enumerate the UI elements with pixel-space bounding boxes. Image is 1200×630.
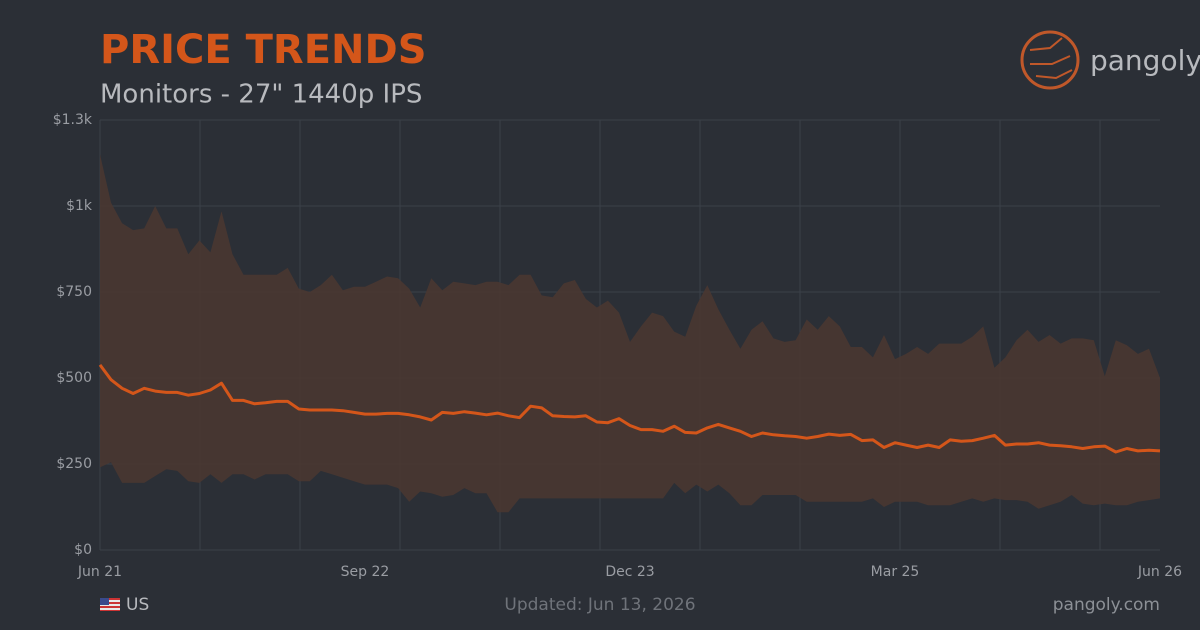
- y-tick-label: $1.3k: [53, 112, 93, 128]
- x-tick-label: Dec 23: [605, 564, 654, 580]
- updated-date: Updated: Jun 13, 2026: [504, 595, 695, 615]
- y-tick-label: $750: [56, 284, 92, 300]
- price-line: [98, 364, 1161, 454]
- x-tick-label: Sep 22: [341, 564, 390, 580]
- y-tick-label: $1k: [66, 198, 93, 214]
- plot: $0 $250 $500 $750 $1k $1.3k Jun 21 Sep 22 Dec 23…: [53, 112, 1182, 580]
- chart-subtitle: Monitors - 27" 1440p IPS: [100, 80, 422, 110]
- site-url: pangoly.com: [1053, 595, 1160, 615]
- flag-icon: [100, 598, 120, 611]
- y-tick-label: $250: [56, 456, 92, 472]
- x-tick-label: Mar 25: [871, 564, 920, 580]
- price-range-band: [100, 154, 1160, 513]
- region: US: [126, 595, 149, 615]
- logo-icon: [1020, 30, 1080, 90]
- y-tick-label: $500: [56, 370, 92, 386]
- chart-title: PRICE TRENDS: [100, 27, 427, 73]
- x-tick-label: Jun 26: [1137, 564, 1182, 580]
- x-tick-label: Jun 21: [77, 564, 122, 580]
- brand-name: pangoly: [1090, 44, 1200, 77]
- y-tick-label: $0: [74, 542, 92, 558]
